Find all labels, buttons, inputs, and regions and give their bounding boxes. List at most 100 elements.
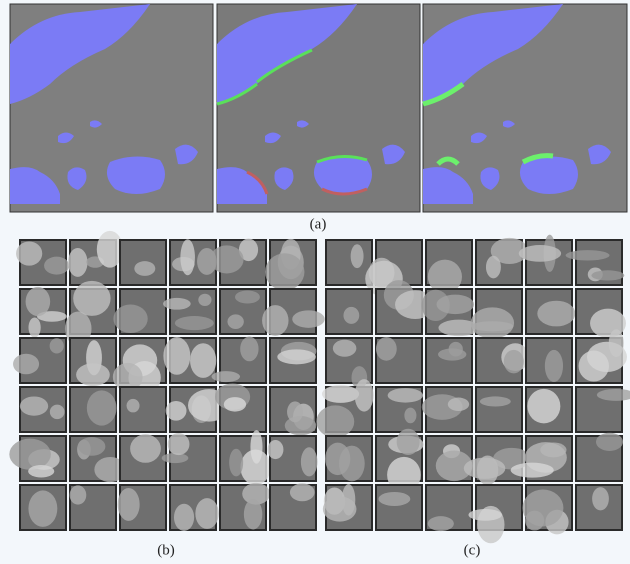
tile [70, 485, 116, 530]
tile-texture [175, 316, 214, 330]
tile [526, 338, 572, 383]
tile [9, 436, 66, 481]
tile [270, 483, 316, 530]
tile [426, 436, 472, 481]
tile-texture [277, 349, 316, 364]
tile [70, 338, 116, 386]
tile-texture [592, 487, 609, 510]
tile [20, 485, 66, 530]
tile-texture [229, 449, 243, 477]
tile [163, 337, 216, 383]
tile [376, 387, 423, 432]
tile-frame [476, 387, 522, 432]
tile-texture [343, 307, 359, 324]
tile [566, 240, 625, 285]
tile-texture [28, 317, 40, 337]
tile [576, 387, 630, 432]
tile-texture [522, 489, 563, 526]
tile [13, 338, 66, 383]
tile [526, 289, 575, 334]
tile-texture [519, 245, 561, 262]
tile-texture [118, 488, 140, 521]
tile-texture [448, 398, 469, 411]
tile-texture [262, 305, 288, 336]
tile [70, 436, 126, 482]
tile-texture [591, 270, 624, 280]
tile [265, 239, 316, 291]
tile [215, 383, 266, 432]
tile [476, 238, 528, 285]
tile-texture [566, 250, 610, 260]
tile-frame [326, 240, 372, 285]
tile-texture [480, 396, 511, 406]
tile-texture [68, 248, 88, 277]
tile [268, 436, 318, 481]
tile-texture [113, 305, 147, 333]
tile-texture [244, 499, 262, 529]
tile [426, 240, 472, 294]
tile-texture [235, 290, 260, 303]
tile [270, 338, 317, 383]
tile [519, 235, 572, 285]
tile [210, 238, 266, 285]
tile-texture [163, 337, 190, 375]
tile [212, 337, 266, 383]
tile-texture [323, 496, 357, 521]
tile [120, 434, 166, 481]
tile [162, 433, 216, 481]
tile-texture [355, 379, 374, 411]
tile [471, 289, 522, 339]
tile-texture [316, 405, 354, 437]
tile-texture [166, 401, 187, 421]
tile-texture [130, 434, 161, 463]
tile-texture [50, 338, 64, 353]
tile-texture [468, 509, 502, 521]
tile-texture [134, 261, 155, 276]
tile-texture [227, 314, 243, 329]
tile-texture [404, 408, 416, 424]
tile-texture [195, 498, 218, 529]
tile-texture [16, 241, 42, 265]
tile-texture [163, 298, 191, 310]
tile [464, 436, 531, 485]
tile-frame [120, 387, 166, 432]
tile [270, 387, 316, 435]
tile [476, 387, 522, 432]
tile [113, 338, 166, 394]
panel-a2 [217, 4, 420, 212]
tile-texture [545, 350, 563, 382]
tile [65, 281, 116, 346]
tile [468, 485, 522, 543]
panel-a3 [423, 4, 627, 212]
tile-texture [464, 458, 506, 479]
tile-texture [26, 287, 51, 316]
tile [220, 483, 270, 530]
tile [118, 485, 166, 530]
tile-texture [609, 329, 624, 357]
tile-texture [20, 396, 48, 415]
tile-texture [224, 397, 246, 411]
tile [576, 329, 627, 383]
tile-texture [9, 439, 51, 470]
tile-texture [351, 244, 364, 268]
tile [422, 289, 479, 336]
tile-texture [268, 440, 284, 459]
tile-texture [301, 447, 318, 476]
tile-grid-b [9, 231, 324, 531]
tile [576, 433, 623, 481]
tile [113, 289, 166, 334]
tile-texture [212, 371, 240, 382]
tile-texture [28, 465, 54, 477]
tile [323, 484, 372, 530]
tile-texture [70, 485, 87, 504]
tile [20, 287, 67, 338]
tile [426, 338, 472, 383]
tile-texture [438, 348, 466, 360]
tile-texture [537, 301, 575, 327]
tile-frame [426, 338, 472, 383]
page: {"labels": {"a": "(a)", "b": "(b)", "c":… [0, 0, 630, 564]
tile-texture [376, 337, 397, 361]
tile-frame [376, 485, 422, 530]
tile [70, 387, 117, 432]
tile-texture [13, 354, 39, 375]
